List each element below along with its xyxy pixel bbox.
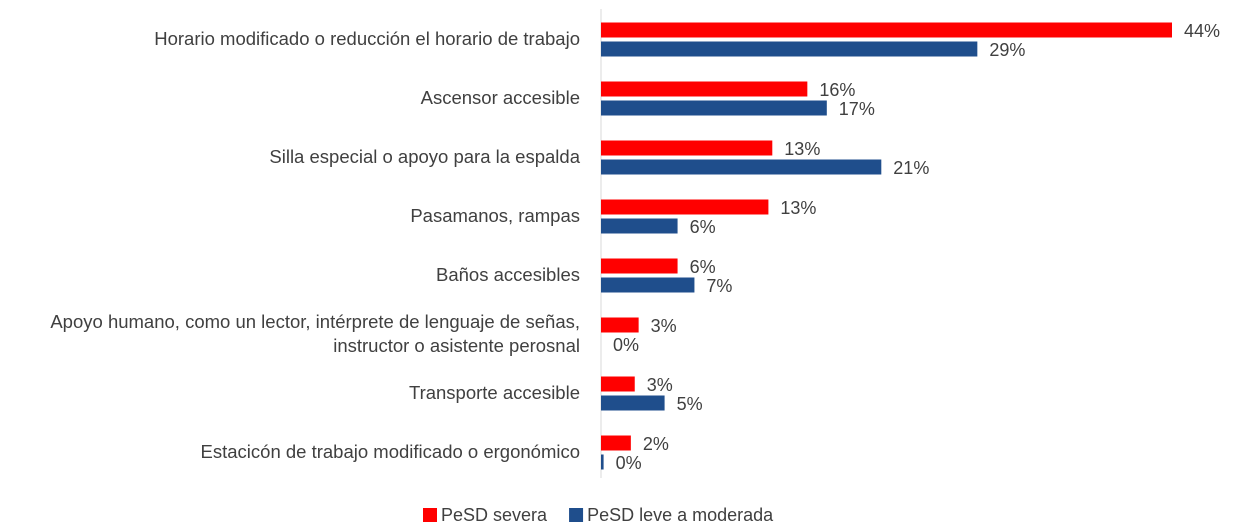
category-label: Estacicón de trabajo modificado o ergonó… <box>200 440 580 462</box>
bar <box>601 140 773 156</box>
bar <box>601 395 665 411</box>
legend-label: PeSD severa <box>441 505 548 525</box>
bar <box>601 159 882 175</box>
bar <box>601 199 769 215</box>
value-label: 6% <box>690 257 716 277</box>
value-label: 17% <box>839 99 875 119</box>
value-label: 16% <box>819 80 855 100</box>
category-label: Silla especial o apoyo para la espalda <box>269 145 580 167</box>
value-label: 13% <box>780 198 816 218</box>
value-label: 3% <box>651 316 677 336</box>
bar <box>601 317 639 333</box>
value-label: 29% <box>989 40 1025 60</box>
bar <box>601 22 1172 38</box>
bar <box>601 277 695 293</box>
value-label: 21% <box>893 158 929 178</box>
legend-swatch <box>569 508 584 522</box>
category-label: Transporte accesible <box>408 381 580 403</box>
value-label: 6% <box>690 217 716 237</box>
legend-label: PeSD leve a moderada <box>587 505 774 525</box>
category-label: Baños accesibles <box>436 263 580 285</box>
bar <box>601 454 604 470</box>
value-label: 2% <box>643 434 669 454</box>
category-label: Pasamanos, rampas <box>410 204 580 226</box>
value-label: 5% <box>677 394 703 414</box>
value-label: 3% <box>647 375 673 395</box>
bar <box>601 41 978 57</box>
bar <box>601 81 808 97</box>
category-label: Ascensor accesible <box>420 86 580 108</box>
bar <box>601 258 678 274</box>
legend-swatch <box>423 508 437 522</box>
bar <box>601 218 678 234</box>
value-label: 13% <box>784 139 820 159</box>
value-label: 0% <box>613 335 639 355</box>
bar <box>601 435 631 451</box>
value-label: 7% <box>706 276 732 296</box>
bar <box>601 100 827 116</box>
category-label: Horario modificado o reducción el horari… <box>154 27 580 49</box>
bar <box>601 376 635 392</box>
category-label: Apoyo humano, como un lector, intérprete… <box>50 310 580 356</box>
value-label: 0% <box>616 453 642 473</box>
value-label: 44% <box>1184 21 1220 41</box>
